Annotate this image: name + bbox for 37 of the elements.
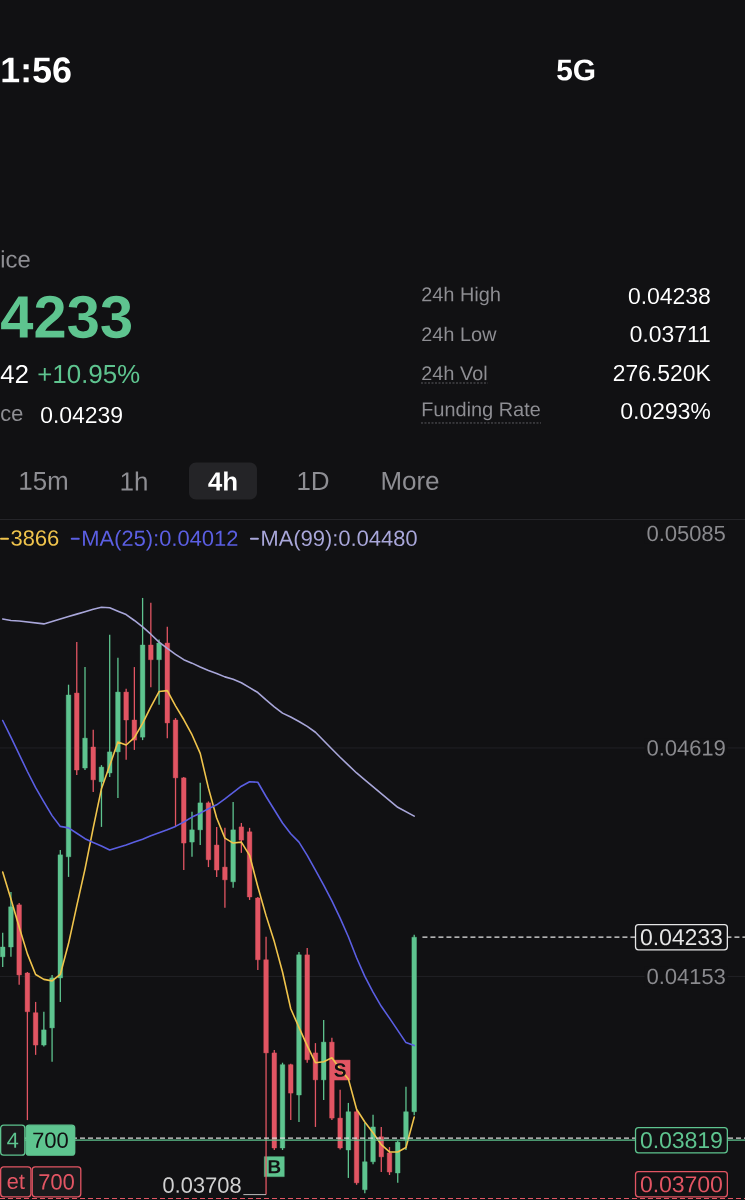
text: Funding Rate: [422, 401, 540, 421]
annotation: et: [7, 1174, 25, 1190]
text: +10.95%: [38, 364, 140, 384]
text: 1D: [298, 472, 329, 490]
y-tick-label: 0.05085: [647, 525, 725, 542]
annotation: 4: [7, 1132, 19, 1148]
text: 0.04238: [628, 287, 710, 305]
text: 4233: [1, 295, 131, 339]
ref-line-label: 0.03819: [640, 1132, 722, 1149]
text: ce: [1, 408, 23, 421]
legend-label: MA(25):0.04012: [83, 529, 238, 551]
y-tick-label: 0.04153: [647, 968, 725, 985]
text: 0.04239: [41, 406, 122, 424]
text: 24h Vol: [422, 365, 487, 381]
text: 4h: [208, 471, 237, 491]
text: 24h High: [422, 286, 500, 306]
annotation: 700: [33, 1132, 68, 1148]
legend-label: MA(99):0.04480: [262, 529, 417, 551]
y-tick-label: 0.04619: [647, 740, 725, 756]
annotation: S: [334, 1063, 346, 1077]
text: 15m: [20, 471, 67, 491]
text: 276.520K: [613, 364, 711, 382]
text: 42: [0, 364, 28, 384]
text: 1h: [121, 471, 147, 491]
text: ice: [1, 250, 30, 268]
text: 0.03711: [630, 325, 710, 343]
text: 0.0293%: [621, 402, 710, 420]
annotation: 0.03708: [163, 1177, 241, 1193]
annotation: 700: [39, 1174, 74, 1190]
text: More: [382, 471, 439, 491]
legend-label: 3866: [11, 530, 59, 546]
text: 24h Low: [422, 326, 497, 342]
ref-line-label: 0.04233: [640, 929, 722, 946]
text: 5G: [557, 59, 595, 81]
ref-line-label: 0.03700: [640, 1176, 722, 1193]
annotation: B: [268, 1160, 281, 1174]
text: 1:56: [2, 57, 71, 83]
